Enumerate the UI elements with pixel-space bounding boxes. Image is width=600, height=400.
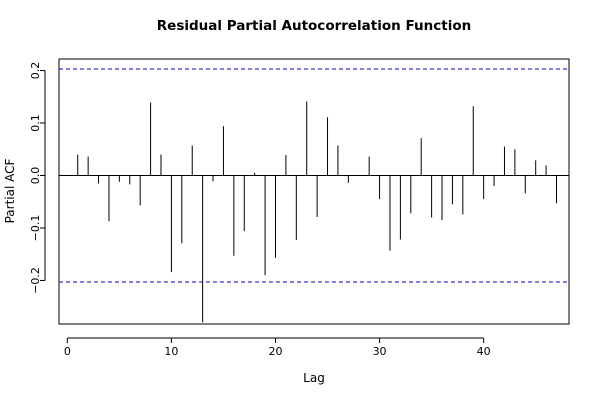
y-tick-label-4: 0.2 xyxy=(29,62,42,80)
y-tick-label-0: −0.2 xyxy=(29,267,42,294)
x-tick-label-10: 10 xyxy=(164,345,178,358)
x-tick-label-20: 20 xyxy=(268,345,282,358)
x-axis: 0 10 20 30 40 xyxy=(64,337,491,358)
y-tick-label-3: 0.1 xyxy=(29,114,42,132)
y-tick-label-2: 0.0 xyxy=(29,167,42,185)
x-tick-label-40: 40 xyxy=(477,345,491,358)
x-axis-label: Lag xyxy=(303,371,325,385)
y-tick-label-1: −0.1 xyxy=(29,215,42,242)
pacf-bars xyxy=(77,101,558,323)
chart-title: Residual Partial Autocorrelation Functio… xyxy=(157,18,471,34)
confidence-bounds xyxy=(59,68,569,283)
y-axis: −0.2 −0.1 0.0 0.1 0.2 xyxy=(29,62,46,294)
plot-frame xyxy=(58,58,570,325)
x-tick-label-30: 30 xyxy=(373,345,387,358)
x-tick-label-0: 0 xyxy=(64,345,71,358)
y-axis-label: Partial ACF xyxy=(3,159,17,224)
